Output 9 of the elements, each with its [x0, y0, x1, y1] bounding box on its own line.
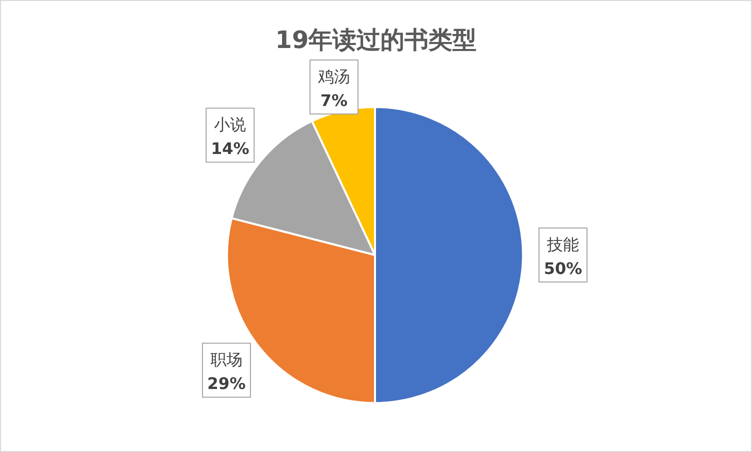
- slice-label: 技能: [546, 235, 579, 254]
- data-label: 29%: [207, 374, 246, 394]
- data-label: 50%: [544, 259, 582, 278]
- chart-title: 19年读过的书类型: [275, 26, 477, 54]
- data-label: 7%: [320, 91, 348, 110]
- data-label: 14%: [210, 139, 250, 158]
- slice-label: 职场: [210, 350, 242, 370]
- slice-label: 鸡汤: [316, 67, 350, 86]
- slice-label: 小说: [214, 115, 246, 134]
